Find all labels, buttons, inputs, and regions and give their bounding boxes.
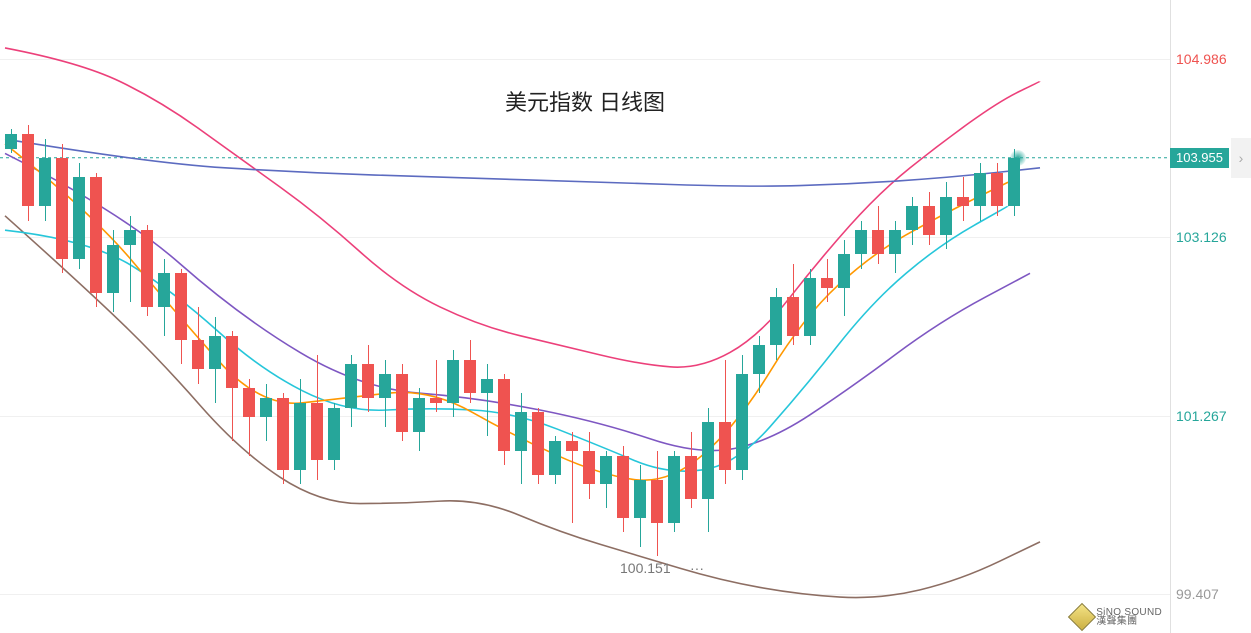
grid-line	[0, 59, 1170, 60]
current-price-tag: 103.955	[1170, 148, 1229, 168]
watermark-text-2: 漢聲集團	[1096, 617, 1162, 626]
candle-body	[294, 403, 306, 470]
watermark-logo-icon	[1068, 603, 1096, 631]
candle-body	[260, 398, 272, 417]
candle-body	[838, 254, 850, 288]
candle-wick	[130, 216, 131, 302]
candle-body	[192, 340, 204, 369]
ellipsis-annotation: ···	[690, 560, 704, 576]
chart-title: 美元指数 日线图	[0, 85, 1170, 117]
candle-body	[413, 398, 425, 432]
candle-body	[804, 278, 816, 336]
y-axis: 104.986 103.126 101.267 99.407 103.955 ›	[1170, 0, 1251, 633]
chart-container: 美元指数 日线图 100.151 ··· SiNO SOUND 漢聲集團 104…	[0, 0, 1251, 633]
candle-body	[345, 364, 357, 407]
candle-body	[226, 336, 238, 389]
candle-body	[566, 441, 578, 451]
grid-line	[0, 237, 1170, 238]
candle-body	[515, 412, 527, 450]
candle-body	[957, 197, 969, 207]
candle-body	[991, 173, 1003, 207]
candle-body	[311, 403, 323, 461]
candle-body	[328, 408, 340, 461]
candle-body	[923, 206, 935, 235]
live-price-pulse	[1010, 150, 1026, 166]
candle-body	[396, 374, 408, 432]
candle-body	[175, 273, 187, 340]
plot-area[interactable]: 美元指数 日线图 100.151 ··· SiNO SOUND 漢聲集團	[0, 0, 1171, 633]
candle-body	[447, 360, 459, 403]
watermark: SiNO SOUND 漢聲集團	[1072, 607, 1162, 627]
candle-body	[617, 456, 629, 518]
candle-body	[889, 230, 901, 254]
candle-body	[940, 197, 952, 235]
candle-body	[56, 158, 68, 259]
candle-body	[277, 398, 289, 470]
candle-body	[362, 364, 374, 398]
candle-wick	[436, 360, 437, 413]
candle-body	[736, 374, 748, 470]
candle-body	[906, 206, 918, 230]
y-axis-label: 103.126	[1176, 229, 1227, 245]
candle-body	[5, 134, 17, 148]
candle-body	[243, 388, 255, 417]
candle-body	[753, 345, 765, 374]
candle-body	[770, 297, 782, 345]
candle-body	[668, 456, 680, 523]
candle-body	[73, 177, 85, 259]
candle-body	[855, 230, 867, 254]
candle-body	[702, 422, 714, 499]
candle-body	[719, 422, 731, 470]
grid-line	[0, 416, 1170, 417]
candle-body	[39, 158, 51, 206]
candle-body	[821, 278, 833, 288]
candle-body	[430, 398, 442, 403]
y-axis-label: 101.267	[1176, 408, 1227, 424]
candle-body	[464, 360, 476, 394]
candle-body	[685, 456, 697, 499]
candle-body	[498, 379, 510, 451]
axis-expand-button[interactable]: ›	[1231, 138, 1251, 178]
candle-body	[379, 374, 391, 398]
candle-body	[583, 451, 595, 485]
candle-body	[107, 245, 119, 293]
candle-body	[634, 480, 646, 518]
candle-body	[651, 480, 663, 523]
candle-body	[872, 230, 884, 254]
candle-body	[787, 297, 799, 335]
candle-body	[124, 230, 136, 244]
candle-body	[141, 230, 153, 307]
candle-body	[974, 173, 986, 207]
candle-body	[158, 273, 170, 307]
candle-body	[600, 456, 612, 485]
y-axis-label: 99.407	[1176, 586, 1219, 602]
candle-body	[209, 336, 221, 370]
candle-body	[532, 412, 544, 474]
candle-body	[90, 177, 102, 292]
line-ma_long	[5, 139, 1040, 186]
low-annotation: 100.151	[620, 560, 671, 576]
grid-line	[0, 594, 1170, 595]
candle-body	[549, 441, 561, 475]
candle-body	[481, 379, 493, 393]
y-axis-label: 104.986	[1176, 51, 1227, 67]
candle-body	[22, 134, 34, 206]
candle-wick	[487, 364, 488, 436]
